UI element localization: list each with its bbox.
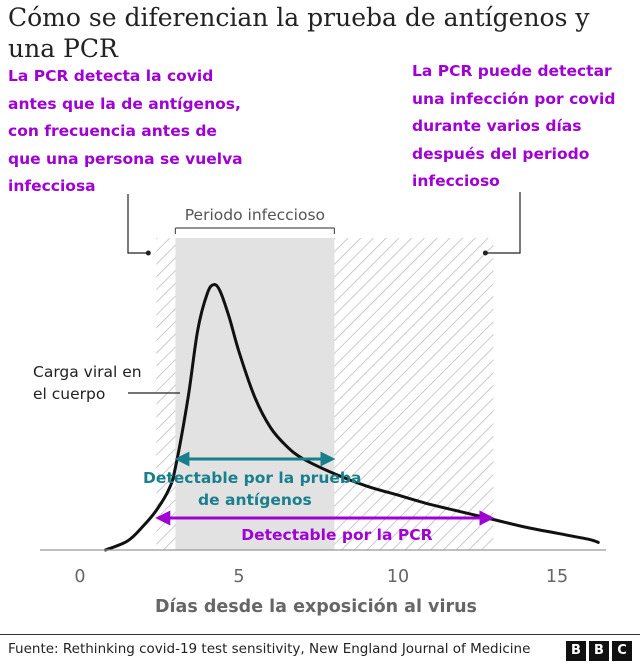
annotation-left-leader: [127, 194, 149, 254]
x-tick-label: 5: [233, 567, 244, 587]
bbc-logo: B B C: [566, 641, 632, 661]
pcr-detection-label: Detectable por la PCR: [241, 526, 432, 544]
logo-letter: C: [612, 641, 632, 661]
antigen-detection-label: Detectable por la prueba de antígenos: [143, 469, 367, 509]
annotation-left-dot: [145, 250, 151, 256]
x-axis-label: Días desde la exposición al virus: [155, 597, 477, 617]
x-tick-label: 15: [546, 567, 568, 587]
viral-load-label: Carga viral en el cuerpo: [33, 363, 147, 403]
infectious-period-label: Periodo infeccioso: [185, 206, 325, 224]
x-tick-label: 0: [74, 567, 85, 587]
chart-title: Cómo se diferencian la prueba de antígen…: [8, 3, 590, 63]
annotation-pcr-late: La PCR puede detectar una infección por …: [412, 62, 616, 190]
annotation-right-leader: [485, 192, 521, 254]
x-axis-ticks: 0 5 10 15: [74, 567, 568, 587]
x-tick-label: 10: [387, 567, 409, 587]
source-note: Fuente: Rethinking covid-19 test sensiti…: [8, 641, 531, 657]
annotation-pcr-early: La PCR detecta la covid antes que la de …: [8, 67, 243, 195]
annotation-right-dot: [482, 250, 488, 256]
logo-letter: B: [589, 641, 609, 661]
footer-divider: [0, 634, 640, 635]
logo-letter: B: [566, 641, 586, 661]
chart-svg: Periodo infeccioso Carga viral en el cue…: [33, 192, 606, 617]
